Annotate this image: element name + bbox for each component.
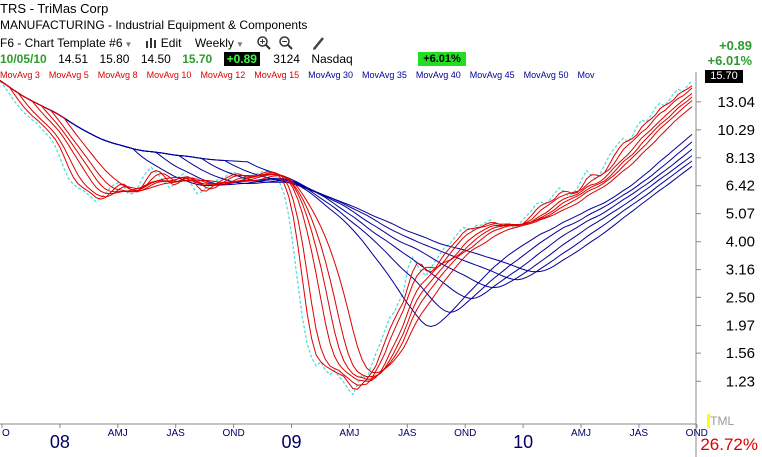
quote-open: 14.51 <box>58 52 89 66</box>
y-tick-label: 2.50 <box>726 289 755 306</box>
x-tick-label: 10 <box>513 432 533 452</box>
toolbar: F6 - Chart Template #6 ▼ Edit Weekly ▼ <box>0 36 324 50</box>
x-tick-label: O <box>2 428 10 439</box>
pct-change-badge: +6.01% <box>418 52 466 66</box>
legend-entry: MovAvg 10 <box>146 70 192 80</box>
y-tick-label: 1.97 <box>726 318 755 335</box>
x-tick-label: 09 <box>281 432 301 452</box>
legend-entry: MovAvg 8 <box>97 70 138 80</box>
x-tick-label: 08 <box>50 432 70 452</box>
quote-high: 15.80 <box>99 52 130 66</box>
y-tick-label: 10.29 <box>717 122 755 139</box>
x-tick-label: JAS <box>630 428 649 439</box>
legend-entry: MovAvg 45 <box>469 70 515 80</box>
short-moving-average-line <box>0 80 693 382</box>
zoom-out-icon[interactable] <box>278 36 296 50</box>
short-moving-average-line <box>0 80 693 386</box>
quote-change: +0.89 <box>223 52 260 66</box>
legend-entry: MovAvg 5 <box>48 70 89 80</box>
legend-entry: MovAvg 12 <box>200 70 246 80</box>
long-moving-average-line <box>0 80 693 273</box>
legend-entry: MovAvg 30 <box>308 70 354 80</box>
short-moving-average-line <box>0 80 693 380</box>
short-moving-average-line <box>0 80 693 374</box>
x-tick-label: JAS <box>167 428 186 439</box>
tml-indicator: |TML <box>707 414 735 428</box>
legend-entry: Mov <box>577 70 595 80</box>
sector-title: MANUFACTURING - Industrial Equipment & C… <box>0 18 308 32</box>
right-change: +0.89 <box>719 38 752 53</box>
y-tick-label: 1.23 <box>726 373 755 390</box>
y-tick-label: 1.56 <box>726 345 755 362</box>
quote-close: 15.70 <box>182 52 213 66</box>
zoom-in-icon[interactable] <box>257 36 274 50</box>
indicator-marker: | <box>707 414 711 428</box>
x-tick-label: AMJ <box>571 428 591 439</box>
y-tick-label: 6.42 <box>726 178 755 195</box>
x-tick-label: AMJ <box>339 428 359 439</box>
legend-entry: MovAvg 35 <box>362 70 407 80</box>
legend-entry: MovAvg 3 <box>0 70 40 80</box>
short-moving-average-line <box>0 80 693 378</box>
legend-entry: MovAvg 15 <box>254 70 300 80</box>
template-selector[interactable]: F6 - Chart Template #6 ▼ <box>0 36 133 50</box>
chevron-down-icon: ▼ <box>235 40 244 49</box>
x-tick-label: OND <box>454 428 476 439</box>
right-pct: +6.01% <box>707 53 752 68</box>
chevron-down-icon: ▼ <box>124 40 133 49</box>
moving-average-legend: MovAvg 3 MovAvg 5 MovAvg 8 MovAvg 10 MovAvg … <box>0 70 700 82</box>
price-line <box>0 79 693 396</box>
quote-volume: 3124 <box>273 52 300 66</box>
quote-exchange: Nasdaq <box>311 52 353 66</box>
pen-icon[interactable] <box>312 36 324 50</box>
quote-bar: 10/05/10 14.51 15.80 14.50 15.70 +0.89 3… <box>0 52 353 66</box>
period-selector[interactable]: Weekly ▼ <box>194 36 244 50</box>
y-tick-label: 13.04 <box>717 94 755 111</box>
x-tick-label: OND <box>222 428 244 439</box>
bar-chart-icon <box>145 38 156 48</box>
legend-entry: MovAvg 50 <box>523 70 569 80</box>
last-price-tag: 15.70 <box>705 70 743 83</box>
y-tick-label: 5.07 <box>726 206 755 223</box>
rs-value: 26.72% <box>700 435 758 454</box>
y-tick-label: 8.13 <box>726 150 755 167</box>
ticker-title: TRS - TriMas Corp <box>0 1 109 16</box>
y-tick-label: 3.16 <box>726 262 755 279</box>
y-tick-label: 4.00 <box>726 234 755 251</box>
quote-date: 10/05/10 <box>0 52 47 66</box>
price-chart: 13.04 10.29 8.13 6.42 5.07 4.00 3.16 2.50 1.97 1.… <box>0 72 755 457</box>
edit-button[interactable]: Edit <box>145 36 185 50</box>
change-summary: +0.89 +6.01% <box>708 38 752 68</box>
x-tick-label: JAS <box>398 428 417 439</box>
quote-low: 14.50 <box>140 52 171 66</box>
short-moving-average-line <box>0 80 693 390</box>
legend-entry: MovAvg 40 <box>415 70 461 80</box>
x-tick-label: AMJ <box>108 428 128 439</box>
x-tick-label: OND <box>686 428 708 439</box>
